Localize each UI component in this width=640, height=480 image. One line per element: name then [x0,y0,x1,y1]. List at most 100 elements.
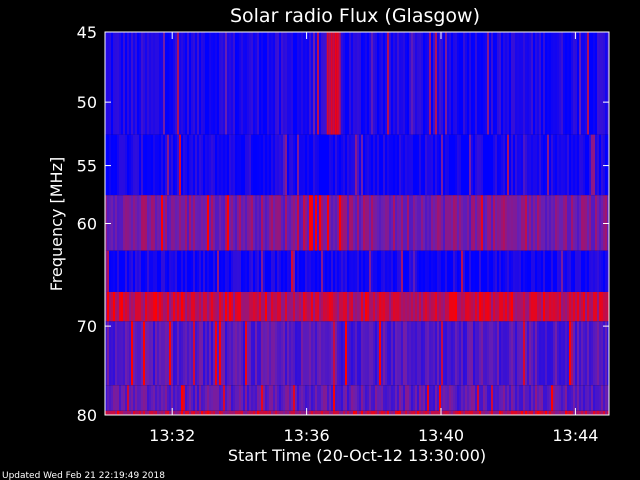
heatmap-cell [509,385,511,411]
heatmap-cell [313,195,315,251]
heatmap-cell [441,250,443,292]
heatmap-cell [325,291,327,322]
heatmap-cell [109,134,111,196]
heatmap-cell [187,32,189,135]
heatmap-cell [135,291,137,322]
heatmap-cell [567,134,569,196]
heatmap-cell [451,385,453,411]
heatmap-cell [281,385,283,411]
heatmap-cell [147,134,149,196]
heatmap-cell [131,321,133,386]
heatmap-cell [335,321,337,386]
heatmap-cell [565,385,567,411]
heatmap-cell [293,410,295,415]
heatmap-cell [521,250,523,292]
heatmap-cell [491,385,493,411]
heatmap-cell [261,195,263,251]
heatmap-cell [243,321,245,386]
heatmap-cell [469,134,471,196]
heatmap-cell [399,410,401,415]
heatmap-cell [595,385,597,411]
heatmap-cell [301,250,303,292]
heatmap-cell [371,291,373,322]
heatmap-cell [189,321,191,386]
heatmap-cell [117,410,119,415]
heatmap-cell [347,195,349,251]
heatmap-cell [395,291,397,322]
heatmap-cell [133,410,135,415]
heatmap-cell [341,291,343,322]
heatmap-cell [219,32,221,135]
heatmap-cell [327,410,329,415]
heatmap-cell [577,250,579,292]
heatmap-cell [475,410,477,415]
heatmap-cell [345,291,347,322]
heatmap-cell [273,321,275,386]
heatmap-cell [271,134,273,196]
heatmap-cell [125,250,127,292]
heatmap-cell [377,291,379,322]
heatmap-cell [213,250,215,292]
heatmap-cell [583,195,585,251]
heatmap-cell [275,250,277,292]
heatmap-cell [277,291,279,322]
heatmap-cell [143,32,145,135]
heatmap-cell [187,291,189,322]
heatmap-cell [437,134,439,196]
heatmap-band [105,385,609,411]
heatmap-cell [247,321,249,386]
heatmap-cell [311,410,313,415]
heatmap-cell [325,250,327,292]
heatmap-cell [301,291,303,322]
heatmap-cell [297,250,299,292]
heatmap-cell [141,250,143,292]
heatmap-cell [177,134,179,196]
heatmap-cell [533,32,535,135]
burst-cell [338,32,341,135]
heatmap-cell [567,195,569,251]
heatmap-cell [455,250,457,292]
heatmap-cell [407,321,409,386]
heatmap-cell [519,195,521,251]
heatmap-cell [341,134,343,196]
heatmap-cell [221,410,223,415]
heatmap-cell [311,32,313,135]
heatmap-cell [563,134,565,196]
heatmap-cell [245,321,247,386]
heatmap-cell [477,410,479,415]
heatmap-cell [209,291,211,322]
heatmap-cell [131,134,133,196]
heatmap-cell [245,410,247,415]
heatmap-cell [433,195,435,251]
heatmap-cell [525,385,527,411]
heatmap-cell [105,32,107,135]
heatmap-cell [313,321,315,386]
heatmap-cell [549,385,551,411]
heatmap-cell [531,250,533,292]
heatmap-cell [373,134,375,196]
heatmap-cell [447,134,449,196]
heatmap-cell [115,134,117,196]
heatmap-cell [213,410,215,415]
heatmap-cell [515,32,517,135]
heatmap-cell [351,321,353,386]
heatmap-cell [477,291,479,322]
heatmap-cell [575,134,577,196]
heatmap-cell [395,32,397,135]
heatmap-cell [285,321,287,386]
heatmap-cell [589,385,591,411]
heatmap-cell [269,385,271,411]
heatmap-cell [313,410,315,415]
heatmap-cell [407,134,409,196]
heatmap-cell [319,385,321,411]
heatmap-cell [125,291,127,322]
heatmap-cell [191,250,193,292]
heatmap-cell [163,410,165,415]
heatmap-cell [311,134,313,196]
heatmap-cell [561,195,563,251]
heatmap-cell [271,32,273,135]
heatmap-cell [359,385,361,411]
heatmap-cell [353,291,355,322]
heatmap-cell [179,134,181,196]
heatmap-cell [385,195,387,251]
